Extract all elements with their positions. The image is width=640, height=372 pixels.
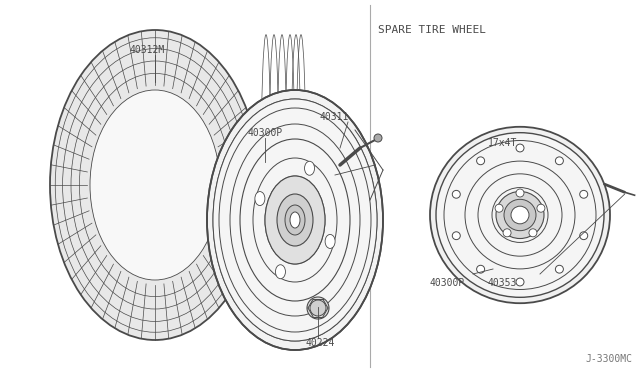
Ellipse shape — [556, 157, 563, 165]
Text: 40300P: 40300P — [248, 128, 284, 138]
Text: 40312M: 40312M — [130, 45, 165, 55]
Text: 40353: 40353 — [487, 278, 516, 288]
Ellipse shape — [516, 189, 524, 197]
Ellipse shape — [285, 205, 305, 235]
Ellipse shape — [207, 90, 383, 350]
Ellipse shape — [504, 199, 536, 231]
Ellipse shape — [90, 90, 220, 280]
Ellipse shape — [307, 297, 329, 319]
Ellipse shape — [580, 190, 588, 198]
Ellipse shape — [452, 190, 460, 198]
Ellipse shape — [537, 204, 545, 212]
Ellipse shape — [255, 192, 265, 206]
Ellipse shape — [240, 139, 350, 301]
Ellipse shape — [504, 199, 536, 231]
Ellipse shape — [275, 265, 285, 279]
Ellipse shape — [277, 194, 313, 246]
Ellipse shape — [213, 99, 377, 341]
Ellipse shape — [50, 30, 260, 340]
Ellipse shape — [503, 229, 511, 237]
Ellipse shape — [511, 206, 529, 224]
Text: 17x4T: 17x4T — [488, 138, 517, 148]
Ellipse shape — [477, 157, 484, 165]
Ellipse shape — [285, 205, 305, 235]
Ellipse shape — [265, 176, 325, 264]
Text: 40311: 40311 — [320, 112, 349, 122]
Text: J-3300MC: J-3300MC — [585, 354, 632, 364]
Ellipse shape — [253, 158, 337, 282]
Ellipse shape — [436, 133, 604, 297]
Ellipse shape — [516, 144, 524, 152]
Text: SPARE TIRE WHEEL: SPARE TIRE WHEEL — [378, 25, 486, 35]
Ellipse shape — [496, 192, 544, 238]
Ellipse shape — [290, 212, 300, 228]
Ellipse shape — [230, 124, 360, 316]
Ellipse shape — [305, 161, 314, 175]
Text: 40224: 40224 — [305, 338, 334, 348]
Ellipse shape — [478, 174, 562, 256]
Ellipse shape — [492, 187, 548, 243]
Ellipse shape — [265, 176, 325, 264]
Ellipse shape — [374, 134, 382, 142]
Ellipse shape — [477, 265, 484, 273]
Text: 40300P: 40300P — [430, 278, 465, 288]
Ellipse shape — [444, 141, 596, 289]
Ellipse shape — [325, 234, 335, 248]
Ellipse shape — [310, 300, 326, 316]
Ellipse shape — [277, 194, 313, 246]
Ellipse shape — [430, 127, 610, 303]
Ellipse shape — [452, 232, 460, 240]
Ellipse shape — [516, 278, 524, 286]
Ellipse shape — [529, 229, 537, 237]
Ellipse shape — [556, 265, 563, 273]
Ellipse shape — [219, 108, 371, 332]
Ellipse shape — [495, 204, 503, 212]
Ellipse shape — [465, 161, 575, 269]
Ellipse shape — [580, 232, 588, 240]
Ellipse shape — [511, 206, 529, 224]
